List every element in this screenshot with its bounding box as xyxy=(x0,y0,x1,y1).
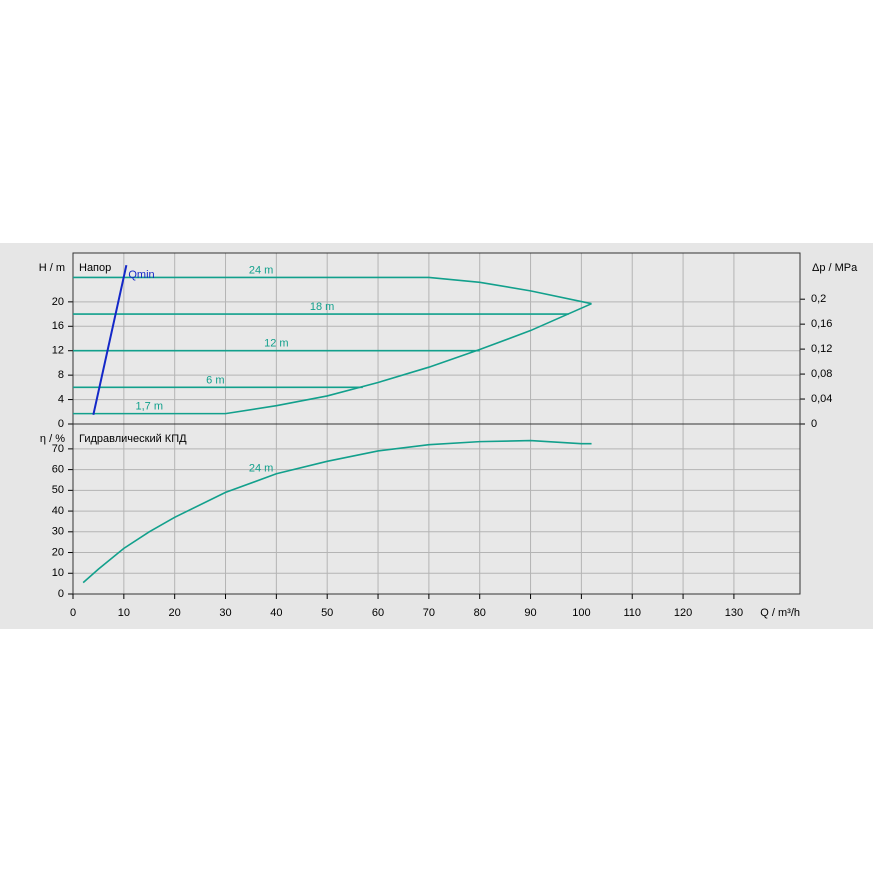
series-line xyxy=(73,276,592,305)
y-tick-label: 12 xyxy=(52,345,64,357)
y-tick-label: 0 xyxy=(58,418,64,430)
x-axis-label: Q / m³/h xyxy=(760,607,800,619)
y-tick-label: 40 xyxy=(52,505,64,517)
chart-title: Гидравлический КПД xyxy=(79,433,187,445)
series-line xyxy=(73,302,592,415)
y-tick-label: 10 xyxy=(52,567,64,579)
y-tick-label: 30 xyxy=(52,526,64,538)
y-tick-label: 8 xyxy=(58,369,64,381)
y-tick-label: 0 xyxy=(58,588,64,600)
y2-tick-label: 0 xyxy=(811,418,817,430)
y2-tick-label: 0,12 xyxy=(811,343,832,355)
plot-area xyxy=(73,424,800,594)
y2-tick-label: 0,08 xyxy=(811,368,832,380)
x-tick-label: 80 xyxy=(474,607,486,619)
y-tick-label: 20 xyxy=(52,546,64,558)
series-line xyxy=(82,439,592,584)
y-tick-label: 20 xyxy=(52,296,64,308)
y-tick-label: 70 xyxy=(52,443,64,455)
x-tick-label: 120 xyxy=(674,607,692,619)
y2-axis-label: Δp / MPa xyxy=(812,262,858,274)
chart-title: Напор xyxy=(79,262,111,274)
x-tick-label: 0 xyxy=(70,607,76,619)
plot-frame xyxy=(72,423,801,595)
x-tick-label: 70 xyxy=(423,607,435,619)
y-tick-label: 60 xyxy=(52,464,64,476)
y-axis-label: η / % xyxy=(40,433,65,445)
series-label: 1,7 m xyxy=(136,401,164,413)
series-label: 12 m xyxy=(264,338,288,350)
series-label: 24 m xyxy=(249,264,273,276)
series-label: 6 m xyxy=(206,374,224,386)
x-tick-label: 90 xyxy=(524,607,536,619)
y-tick-label: 16 xyxy=(52,320,64,332)
y2-tick-label: 0,04 xyxy=(811,393,832,405)
x-tick-label: 50 xyxy=(321,607,333,619)
x-tick-label: 60 xyxy=(372,607,384,619)
y-axis-label: H / m xyxy=(39,262,65,274)
x-tick-label: 110 xyxy=(623,607,641,619)
x-tick-label: 100 xyxy=(572,607,590,619)
series-line xyxy=(92,264,128,416)
x-tick-label: 20 xyxy=(169,607,181,619)
series-label: 24 m xyxy=(249,463,273,475)
y-tick-label: 50 xyxy=(52,484,64,496)
series-label: Qmin xyxy=(128,269,154,281)
y2-tick-label: 0,2 xyxy=(811,293,826,305)
x-tick-label: 30 xyxy=(219,607,231,619)
plot-area xyxy=(73,253,800,424)
x-tick-label: 130 xyxy=(725,607,743,619)
series-label: 18 m xyxy=(310,301,334,313)
y2-tick-label: 0,16 xyxy=(811,318,832,330)
x-tick-label: 10 xyxy=(118,607,130,619)
x-tick-label: 40 xyxy=(270,607,282,619)
y-tick-label: 4 xyxy=(58,393,64,405)
